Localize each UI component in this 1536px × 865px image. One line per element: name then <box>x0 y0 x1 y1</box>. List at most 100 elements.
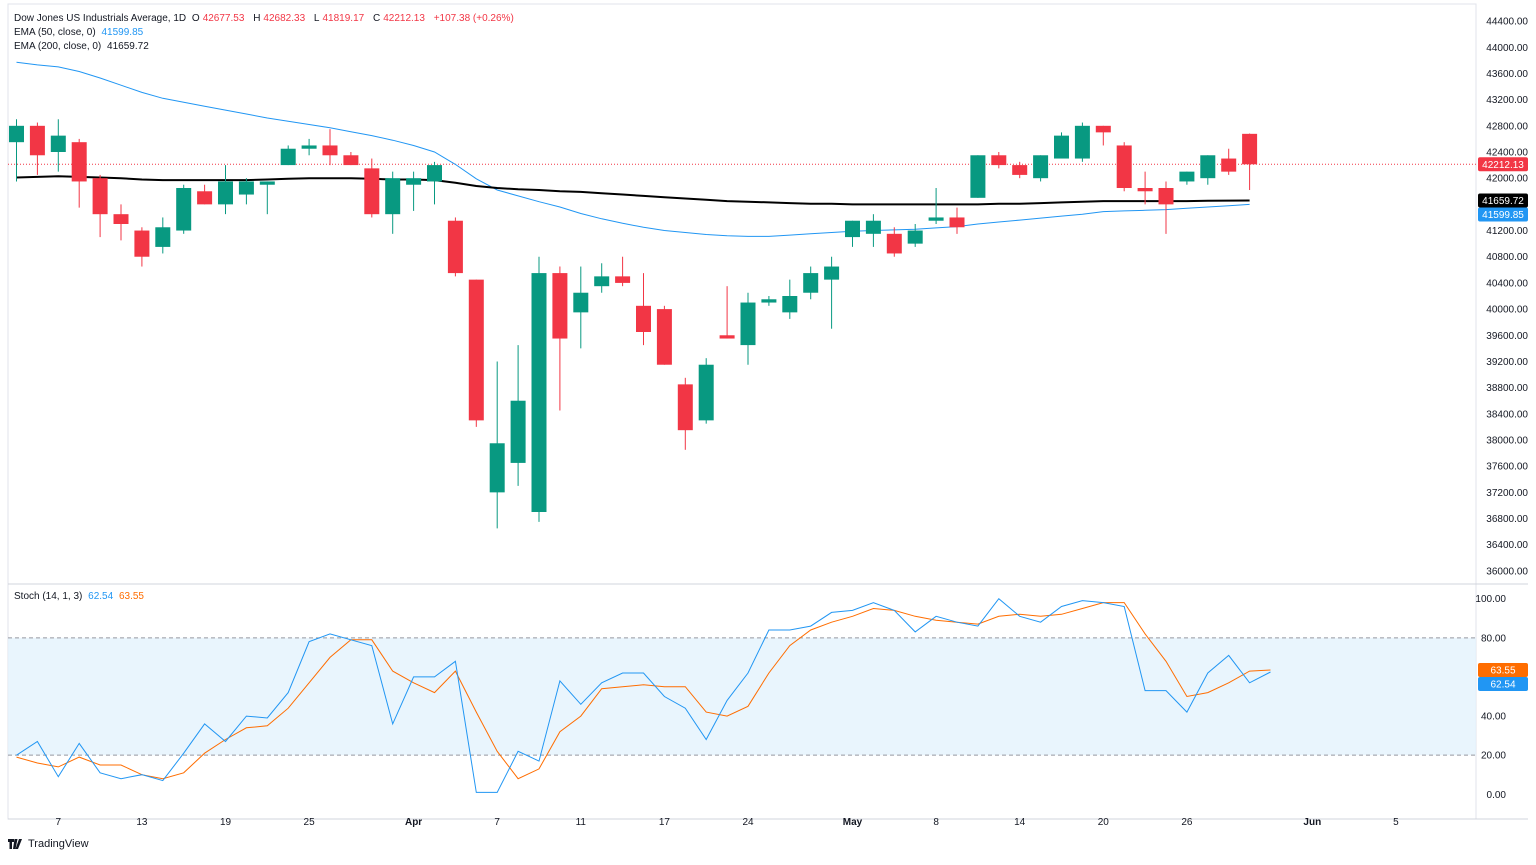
time-axis-tick: Apr <box>405 817 422 828</box>
stoch-d-line <box>16 602 1271 780</box>
ema200-value: 41659.72 <box>107 41 149 52</box>
candle-body <box>824 266 840 280</box>
ohlc-close: C 42212.13 <box>373 13 428 24</box>
candle-body <box>92 178 108 215</box>
high-label: H <box>253 13 261 24</box>
ema50-axis-label: 41599.85 <box>1482 210 1524 221</box>
ema50-line <box>16 61 1250 237</box>
price-axis-tick: 38800.00 <box>1486 383 1528 394</box>
open-value: 42677.53 <box>202 13 245 24</box>
candle-body <box>573 292 589 313</box>
tradingview-brand[interactable]: TradingView <box>8 838 89 850</box>
candle-body <box>531 273 547 512</box>
candle-body <box>761 299 777 303</box>
candle-body <box>134 230 150 257</box>
price-axis-tick: 43600.00 <box>1486 69 1528 80</box>
time-axis-tick: May <box>843 817 863 828</box>
candle-body <box>280 148 296 166</box>
candle-body <box>113 214 129 224</box>
candle-body <box>9 125 24 143</box>
candle-body <box>636 305 651 332</box>
high-value: 42682.33 <box>263 13 306 24</box>
candle-body <box>782 296 798 313</box>
candle-body <box>594 276 610 287</box>
price-axis-tick: 40400.00 <box>1486 278 1528 289</box>
last-price-label-bg <box>1478 157 1528 172</box>
time-axis-tick: 7 <box>494 817 500 828</box>
time-axis-tick: 25 <box>304 817 316 828</box>
candle-body <box>510 400 526 463</box>
stoch-axis-tick: 40.00 <box>1481 712 1506 723</box>
price-axis-tick: 42000.00 <box>1486 174 1528 185</box>
price-axis-tick: 42400.00 <box>1486 148 1528 159</box>
candle-body <box>1095 125 1111 133</box>
ema200-line <box>16 175 1250 206</box>
time-axis-tick: 14 <box>1014 817 1026 828</box>
ema200-axis-label-bg <box>1478 193 1528 208</box>
candle-body <box>865 220 881 234</box>
candle-body <box>427 165 442 182</box>
price-axis-tick: 39200.00 <box>1486 357 1528 368</box>
low-label: L <box>313 13 320 24</box>
ema50-axis-label-bg <box>1478 207 1528 222</box>
ema50-legend: EMA (50, close, 0) 41599.85 <box>14 26 146 40</box>
candle-body <box>218 181 233 205</box>
candle-body <box>1242 133 1258 165</box>
candle-body <box>845 220 860 238</box>
symbol-title: Dow Jones US Industrials Average, 1D <box>14 13 187 24</box>
candle-body <box>1012 165 1028 175</box>
time-axis-tick: 20 <box>1098 817 1110 828</box>
price-axis-tick: 36000.00 <box>1486 566 1528 577</box>
candle-body <box>197 191 213 205</box>
stoch-k-value: 62.54 <box>88 591 114 602</box>
candle-body <box>259 181 275 185</box>
price-axis-tick: 40800.00 <box>1486 252 1528 263</box>
price-axis-tick: 39600.00 <box>1486 331 1528 342</box>
price-axis-tick: 42800.00 <box>1486 121 1528 132</box>
candle-body <box>1137 188 1153 192</box>
candle-body <box>343 155 359 166</box>
stoch-label: Stoch (14, 1, 3) <box>14 591 83 602</box>
candle-body <box>970 155 986 198</box>
open-label: O <box>191 13 200 24</box>
time-axis-tick: 19 <box>220 817 232 828</box>
stoch-k-axis-label: 62.54 <box>1490 679 1515 690</box>
candle-body <box>1116 145 1132 188</box>
candle-body <box>1074 125 1090 159</box>
candle-body <box>385 178 401 215</box>
candle-body <box>949 217 965 228</box>
ohlc-high: H 42682.33 <box>253 13 308 24</box>
candle-body <box>552 273 568 339</box>
candle-body <box>615 276 631 283</box>
time-axis-tick: 7 <box>56 817 62 828</box>
price-axis-tick: 44400.00 <box>1486 17 1528 28</box>
candle-body <box>1200 155 1216 179</box>
price-axis-tick: 38000.00 <box>1486 436 1528 447</box>
candle-body <box>698 364 714 421</box>
price-axis-tick: 37600.00 <box>1486 462 1528 473</box>
ema50-label: EMA (50, close, 0) <box>14 27 96 38</box>
ohlc-open: O 42677.53 <box>192 13 248 24</box>
low-value: 41819.17 <box>322 13 365 24</box>
last-price-label: 42212.13 <box>1482 160 1524 171</box>
stoch-legend: Stoch (14, 1, 3) 62.54 63.55 <box>14 590 147 604</box>
stoch-d-value: 63.55 <box>118 591 144 602</box>
stoch-axis-tick: 100.00 <box>1475 594 1506 605</box>
stoch-axis-tick: 80.00 <box>1481 633 1506 644</box>
tradingview-logo-icon <box>8 839 22 849</box>
ema200-axis-label: 41659.72 <box>1482 196 1524 207</box>
price-axis-tick: 41200.00 <box>1486 226 1528 237</box>
change-value: +107.38 (+0.26%) <box>433 13 514 24</box>
candle-body <box>489 443 505 493</box>
candle-body <box>1054 135 1069 159</box>
stoch-d-axis-label: 63.55 <box>1490 665 1515 676</box>
stoch-axis-tick: 0.00 <box>1487 790 1507 801</box>
close-value: 42212.13 <box>383 13 425 24</box>
candle-body <box>886 233 902 254</box>
candle-body <box>155 227 171 247</box>
candle-body <box>176 188 192 231</box>
candle-body <box>50 135 66 152</box>
price-axis-tick: 36400.00 <box>1486 540 1528 551</box>
